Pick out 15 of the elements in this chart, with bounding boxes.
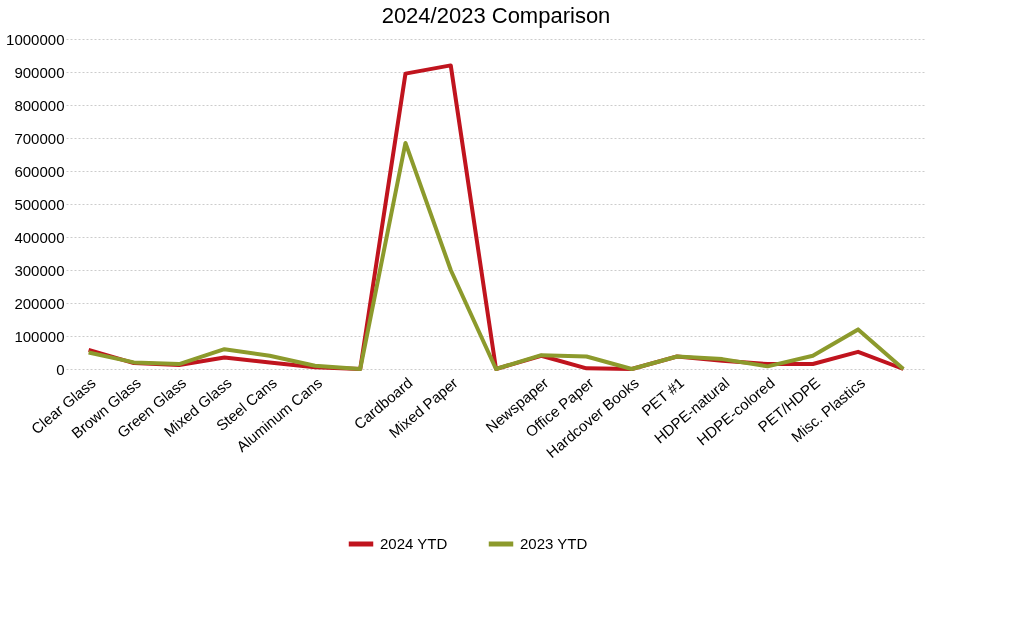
y-tick-label: 300000 [14, 261, 65, 279]
y-tick-label: 0 [56, 360, 65, 378]
y-tick-label: 400000 [14, 228, 65, 246]
y-tick-label: 700000 [14, 129, 65, 147]
legend-label: 2024 YTD [380, 535, 448, 552]
chart-title: 2024/2023 Comparison [381, 3, 611, 28]
y-tick-label: 200000 [14, 294, 65, 312]
y-tick-label: 800000 [14, 96, 65, 114]
legend-label: 2023 YTD [520, 535, 588, 552]
line-series [86, 140, 906, 371]
y-tick-label: 900000 [14, 63, 65, 81]
y-tick-label: 100000 [14, 327, 65, 345]
y-tick-label: 500000 [14, 195, 65, 213]
y-tick-label: 600000 [14, 162, 65, 180]
y-tick-label: 1000000 [6, 30, 65, 48]
